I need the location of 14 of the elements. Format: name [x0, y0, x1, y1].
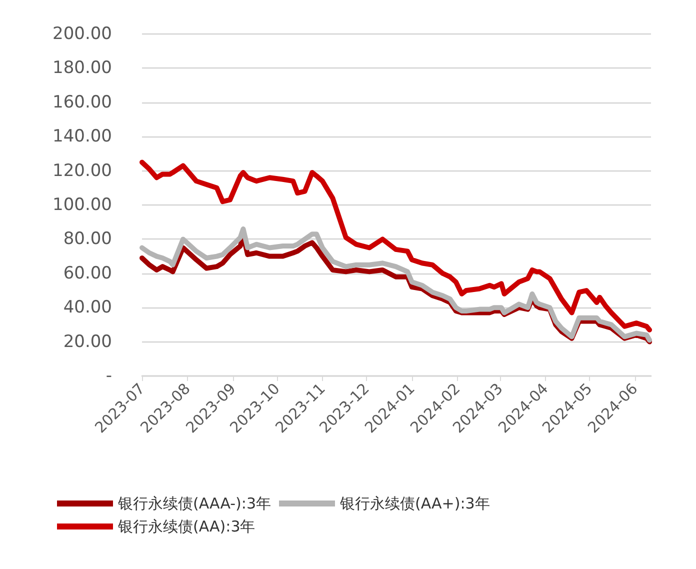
y-tick-label: 40.00 — [63, 298, 112, 318]
y-tick-label: 120.00 — [52, 160, 112, 181]
y-tick-label: 20.00 — [63, 332, 112, 352]
y-tick-label: 200.00 — [52, 24, 112, 44]
legend-label: 银行永续债(AA):3年 — [117, 518, 256, 536]
y-tick-label: 80.00 — [63, 229, 112, 250]
legend-label: 银行永续债(AA+):3年 — [339, 494, 490, 512]
y-tick-label: 140.00 — [52, 126, 112, 147]
y-tick-label: 160.00 — [52, 92, 112, 112]
legend-label: 银行永续债(AAA-):3年 — [117, 494, 272, 512]
y-tick-label: 100.00 — [52, 195, 112, 215]
y-tick-label: - — [106, 366, 112, 386]
y-tick-label: 180.00 — [52, 58, 112, 78]
y-tick-label: 60.00 — [63, 263, 112, 284]
